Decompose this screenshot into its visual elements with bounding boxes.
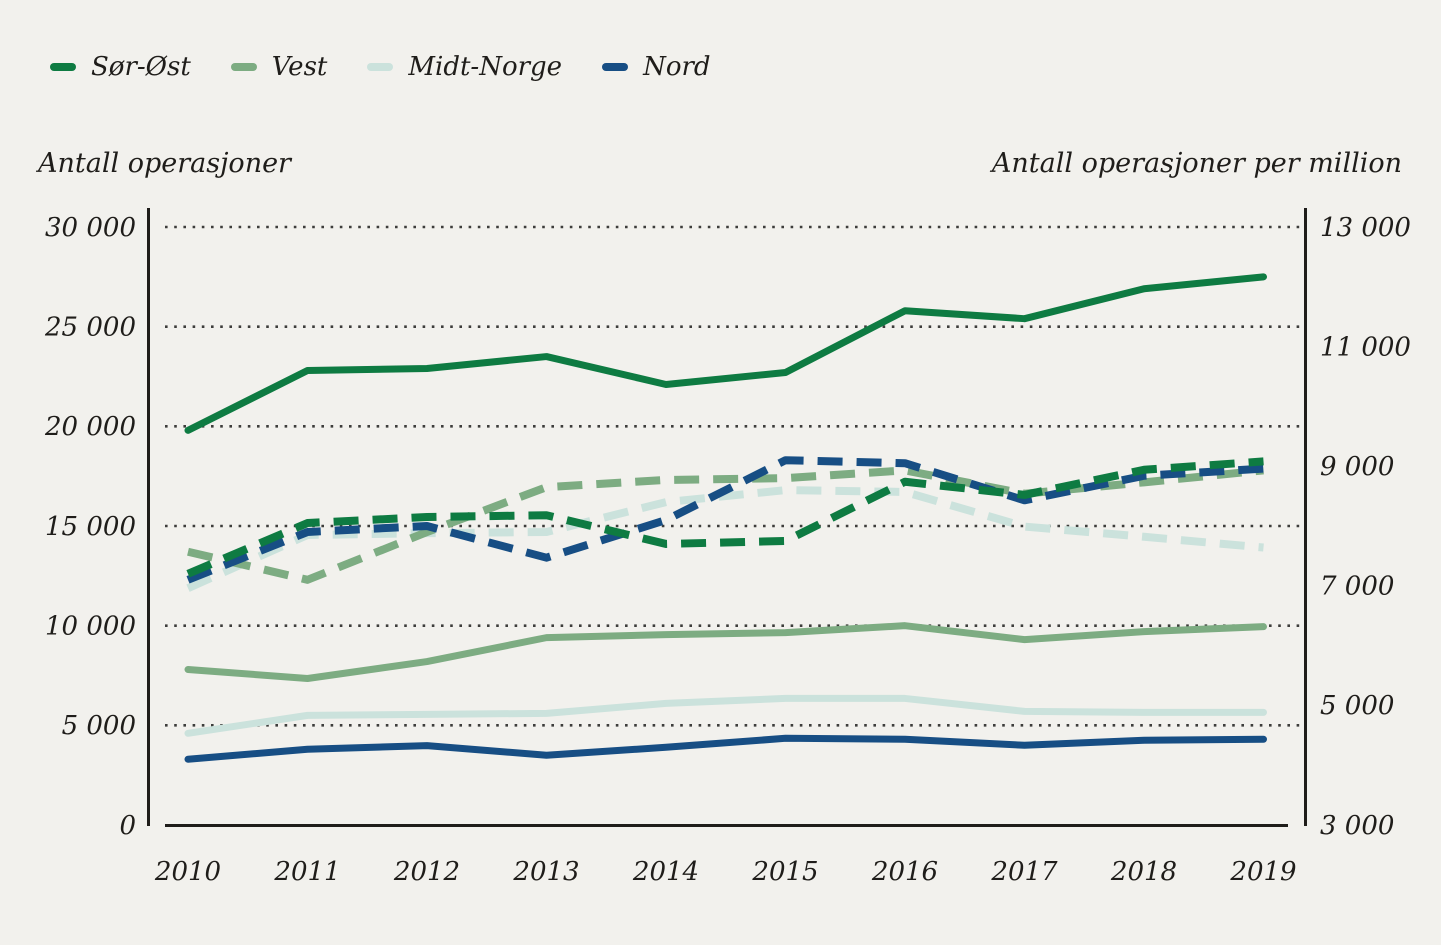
x-axis-year-label: 2015 [751,857,818,887]
left-axis-tick-label: 20 000 [44,412,136,442]
series-line-nord-antall [184,734,1267,763]
legend-item-vest: Vest [230,52,328,82]
legend-item-midt-norge: Midt-Norge [367,54,562,80]
legend-swatch-icon [367,63,394,71]
x-axis-year-label: 2014 [632,857,699,887]
left-axis-tick-label: 15 000 [45,512,136,542]
x-axis-year-label: 2012 [393,857,460,887]
x-axis-year-label: 2017 [990,857,1058,887]
x-axis-year-label: 2010 [154,857,221,887]
right-axis-tick-label: 7 000 [1320,572,1394,602]
left-axis-tick-label: 25 000 [44,313,136,343]
series-line-nord-per-million [186,456,1264,584]
left-axis-tick-label: 5 000 [62,711,136,741]
series-line-midt-norge-antall [184,694,1267,737]
legend-label: Nord [643,52,711,82]
right-axis-tick-label: 13 000 [1320,213,1411,243]
legend-label: Vest [271,52,328,82]
x-axis-year-label: 2019 [1229,857,1296,887]
x-axis-year-label: 2018 [1110,857,1177,887]
legend-label: Sør-Øst [91,52,191,82]
series-line-midt-norge-per-million [186,486,1264,592]
x-axis-year-label: 2011 [273,857,340,887]
series-line-s-r-st-antall [184,273,1267,434]
left-axis-tick-label: 10 000 [45,612,136,642]
right-axis-tick-label: 11 000 [1320,332,1411,362]
x-axis-year-label: 2016 [871,857,938,887]
legend-item-s-r-st: Sør-Øst [50,54,191,80]
right-axis-tick-label: 3 000 [1320,811,1394,841]
left-axis-title: Antall operasjoner [38,148,291,179]
series-line-s-r-st-per-million [186,457,1264,578]
right-axis-title: Antall operasjoner per million [991,148,1402,179]
series-line-vest-antall [184,622,1267,682]
x-axis-year-label: 2013 [512,857,579,887]
left-axis-tick-label: 0 [119,811,136,841]
legend-swatch-icon [602,63,629,71]
legend-item-nord: Nord [602,52,711,82]
legend-swatch-icon [50,63,76,71]
left-axis-tick-label: 30 000 [45,213,136,243]
legend: Sør-Øst Vest Midt-Norge Nord [50,54,711,80]
legend-label: Midt-Norge [408,52,563,82]
legend-swatch-icon [230,63,257,71]
right-axis-tick-label: 5 000 [1320,691,1394,721]
right-axis-tick-label: 9 000 [1320,452,1394,482]
